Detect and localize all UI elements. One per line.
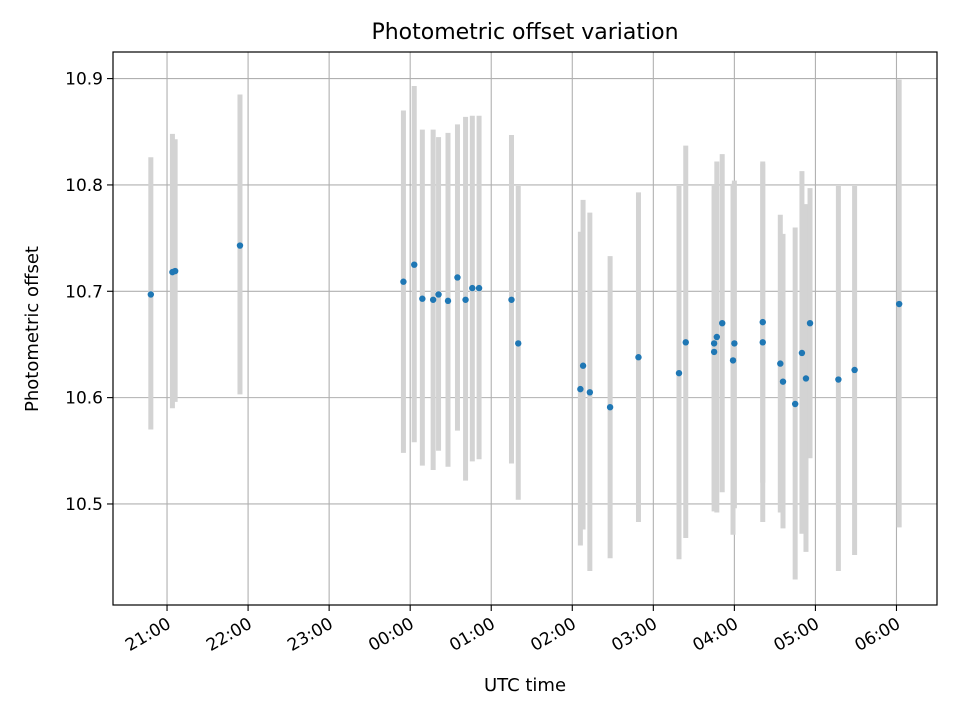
data-point xyxy=(469,284,476,292)
x-tick-label: 04:00 xyxy=(689,614,741,656)
y-tick-label: 10.8 xyxy=(65,176,103,196)
x-tick-label: 05:00 xyxy=(770,614,822,656)
data-point xyxy=(147,291,155,298)
data-point xyxy=(713,333,721,341)
data-point xyxy=(779,378,787,385)
y-axis: 10.5 10.6 10.7 10.8 10.9 xyxy=(65,70,113,515)
data-point xyxy=(411,261,418,268)
y-tick-label: 10.9 xyxy=(65,70,103,90)
data-point xyxy=(675,369,683,377)
data-point xyxy=(586,389,594,396)
data-point xyxy=(851,366,858,374)
x-tick-label: 03:00 xyxy=(608,614,660,656)
data-point xyxy=(895,300,903,308)
data-point xyxy=(454,274,461,281)
data-point xyxy=(806,319,814,327)
x-tick-label: 01:00 xyxy=(446,614,498,656)
data-point xyxy=(508,296,515,303)
x-tick-label: 23:00 xyxy=(284,614,336,656)
y-tick-label: 10.7 xyxy=(65,282,103,302)
data-point xyxy=(515,340,522,347)
chart-title: Photometric offset variation xyxy=(371,20,678,45)
data-point xyxy=(835,376,842,383)
data-point xyxy=(759,339,766,346)
data-point xyxy=(682,339,689,346)
x-tick-label: 00:00 xyxy=(365,614,417,656)
data-point xyxy=(710,348,718,356)
x-tick-label: 21:00 xyxy=(122,614,174,656)
x-tick-label: 22:00 xyxy=(203,614,255,656)
data-point xyxy=(777,360,784,367)
data-point xyxy=(635,354,642,361)
data-point xyxy=(710,340,718,347)
data-point xyxy=(236,242,244,249)
data-point xyxy=(791,400,799,408)
data-point xyxy=(171,267,179,275)
data-point xyxy=(719,319,726,327)
data-point xyxy=(579,362,587,369)
x-axis: 21:00 22:00 23:00 00:00 01:00 02:00 03:00 04:00… xyxy=(122,605,904,656)
data-point xyxy=(798,349,806,357)
plot-frame xyxy=(112,51,938,606)
data-points xyxy=(147,242,903,411)
x-tick-label: 02:00 xyxy=(527,614,579,656)
data-point xyxy=(759,318,766,326)
x-axis-label: UTC time xyxy=(484,675,566,696)
data-point xyxy=(577,385,584,393)
y-axis-label: Photometric offset xyxy=(22,246,43,412)
y-tick-label: 10.5 xyxy=(65,495,103,515)
x-tick-label: 06:00 xyxy=(852,614,904,656)
grid-lines xyxy=(113,52,937,605)
data-point xyxy=(400,278,407,285)
y-tick-label: 10.6 xyxy=(65,389,103,409)
data-point xyxy=(429,296,437,303)
data-point xyxy=(606,403,614,411)
data-point xyxy=(444,297,452,305)
data-point xyxy=(731,340,738,347)
data-point xyxy=(729,357,737,364)
data-point xyxy=(435,291,442,298)
data-point xyxy=(802,375,810,382)
data-point xyxy=(419,295,426,302)
data-point xyxy=(462,296,469,303)
data-point xyxy=(475,284,483,292)
